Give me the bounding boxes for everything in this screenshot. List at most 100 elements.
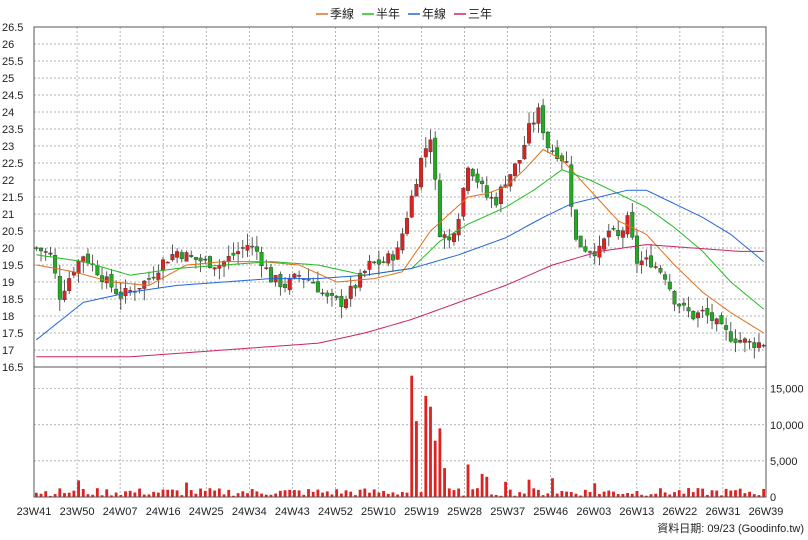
candle-body-146: [719, 315, 724, 325]
volume-bar-110: [551, 478, 554, 497]
candle-body-34: [193, 257, 198, 260]
candle-body-47: [254, 246, 259, 252]
volume-bar-91: [461, 495, 465, 497]
volume-bar-20: [128, 490, 132, 497]
candle-body-59: [311, 281, 316, 284]
candle-body-26: [156, 272, 161, 280]
candle-body-114: [569, 164, 574, 207]
candle-body-18: [118, 291, 123, 299]
volume-bar-146: [720, 495, 723, 497]
candle-body-32: [184, 252, 189, 262]
price-tick-12: 22.5: [2, 158, 23, 170]
volume-bar-113: [565, 491, 568, 497]
volume-bar-108: [541, 495, 545, 497]
volume-bar-135: [668, 494, 672, 497]
candle-body-142: [700, 309, 705, 312]
ma-line-2: [35, 189, 765, 341]
candle-body-151: [742, 338, 747, 343]
candle-body-45: [245, 245, 250, 251]
candle-body-56: [297, 275, 302, 277]
volume-bar-44: [241, 491, 245, 497]
x-tick-7: 24W52: [318, 506, 353, 518]
volume-bar-49: [264, 494, 268, 497]
candle-body-27: [161, 259, 166, 271]
candle-body-147: [724, 325, 729, 330]
price-tick-5: 19: [2, 277, 14, 289]
volume-bar-40: [222, 494, 226, 497]
volume-bar-58: [307, 489, 310, 497]
price-tick-6: 19.5: [2, 260, 23, 272]
x-tick-13: 26W03: [576, 506, 611, 518]
x-tick-3: 24W16: [146, 506, 181, 518]
volume-tick-3: 15,000: [770, 384, 804, 396]
candle-body-71: [367, 260, 372, 270]
candle-body-148: [728, 331, 733, 342]
chart-grid: [33, 26, 767, 497]
volume-bar-99: [499, 495, 503, 497]
volume-bar-29: [171, 489, 174, 497]
volume-bar-32: [185, 482, 188, 497]
volume-bar-14: [100, 495, 104, 497]
candle-body-144: [710, 312, 715, 321]
volume-tick-2: 10,000: [770, 420, 804, 432]
volume-bar-85: [433, 440, 437, 497]
candle-body-95: [480, 180, 485, 185]
candle-body-83: [423, 148, 428, 158]
price-axis: 16.5 17 17.5 18 18.5 19 19.5 20 20.5 21 21.5 22 22.5…: [2, 22, 23, 374]
volume-bar-150: [738, 488, 742, 497]
volume-bar-60: [316, 489, 320, 497]
price-tick-15: 24: [2, 107, 14, 119]
candle-body-63: [329, 292, 334, 296]
candle-body-2: [43, 251, 48, 253]
volume-bar-61: [321, 492, 324, 497]
x-tick-9: 25W19: [404, 506, 439, 518]
candle-body-67: [348, 285, 353, 299]
candle-body-109: [545, 131, 550, 149]
candle-body-79: [405, 217, 410, 234]
candle-body-141: [695, 312, 700, 319]
candle-body-87: [442, 234, 447, 238]
candle-body-65: [339, 295, 344, 307]
candle-body-6: [62, 290, 67, 301]
volume-bar-130: [644, 495, 648, 497]
volume-bar-128: [635, 490, 639, 497]
volume-bar-144: [710, 490, 714, 497]
candle-body-19: [123, 288, 128, 297]
volume-bar-54: [288, 489, 292, 497]
candle-body-128: [634, 235, 639, 264]
price-tick-3: 18: [2, 311, 14, 323]
volume-bar-132: [654, 493, 658, 497]
price-tick-19: 26: [2, 39, 14, 51]
x-tick-12: 25W46: [533, 506, 568, 518]
volume-bar-77: [396, 494, 400, 497]
volume-bar-70: [363, 488, 367, 497]
candle-body-117: [583, 246, 588, 252]
volume-bar-16: [110, 495, 113, 497]
candle-body-152: [747, 340, 752, 343]
volume-bar-96: [485, 476, 489, 497]
volume-bar-48: [260, 493, 263, 497]
candle-body-64: [334, 295, 339, 298]
volume-bar-154: [757, 495, 761, 497]
candle-body-93: [470, 168, 475, 177]
candle-body-66: [344, 299, 349, 308]
moving-average-lines: [35, 148, 765, 358]
volume-bar-143: [705, 494, 709, 497]
candle-body-43: [236, 251, 241, 255]
candle-body-55: [292, 273, 297, 278]
volume-bar-151: [743, 493, 747, 497]
volume-bar-36: [203, 490, 207, 497]
volume-bar-11: [86, 494, 90, 497]
price-tick-17: 25: [2, 73, 14, 85]
price-tick-16: 24.5: [2, 90, 23, 102]
candle-body-132: [653, 266, 658, 268]
volume-bar-50: [269, 494, 273, 497]
candle-body-115: [573, 209, 578, 240]
volume-bar-153: [752, 494, 756, 497]
candle-body-88: [447, 236, 452, 241]
candle-body-4: [53, 255, 58, 274]
candle-body-145: [714, 318, 719, 325]
candle-body-36: [203, 258, 208, 261]
volume-bar-147: [724, 488, 728, 497]
volume-bar-133: [659, 488, 662, 497]
